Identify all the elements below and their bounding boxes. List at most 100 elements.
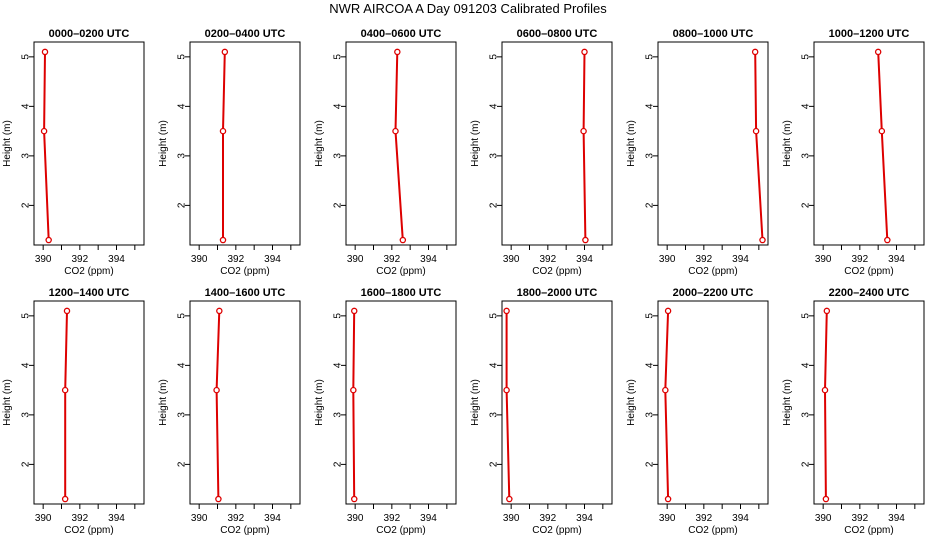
y-tick-label: 5 [801, 54, 812, 60]
profile-point [580, 127, 587, 135]
profile-point [392, 127, 399, 135]
y-tick-label: 5 [333, 54, 344, 60]
x-axis-label: CO2 (ppm) [844, 266, 893, 277]
x-tick-label: 394 [888, 513, 905, 524]
x-tick-label: 392 [383, 254, 400, 265]
y-tick-label: 5 [177, 313, 188, 319]
y-axis-label: Height (m) [314, 120, 325, 167]
x-tick-label: 394 [888, 254, 905, 265]
profile-point [822, 495, 830, 503]
y-axis-label: Height (m) [158, 379, 169, 426]
y-tick-label: 4 [21, 362, 32, 368]
plot-frame [345, 300, 457, 505]
y-tick-label: 5 [645, 54, 656, 60]
profile-point [213, 386, 220, 394]
plot-frame [345, 41, 457, 246]
x-tick-label: 394 [420, 513, 437, 524]
panel-title: 1000–1200 UTC [829, 28, 910, 40]
profile-point [751, 48, 759, 56]
y-axis-label: Height (m) [782, 120, 793, 167]
x-axis-label: CO2 (ppm) [64, 525, 113, 536]
x-axis-label: CO2 (ppm) [220, 266, 269, 277]
y-tick-label: 5 [21, 313, 32, 319]
profile-point [884, 236, 891, 244]
x-tick-label: 394 [576, 254, 593, 265]
x-tick-label: 394 [576, 513, 593, 524]
plot-frame [501, 41, 613, 246]
x-tick-label: 394 [732, 254, 749, 265]
y-tick-label: 2 [801, 202, 812, 208]
y-tick-label: 2 [21, 461, 32, 467]
profile-line [64, 310, 68, 499]
profile-line [505, 310, 511, 500]
x-tick-label: 392 [227, 254, 244, 265]
y-tick-label: 2 [645, 461, 656, 467]
plot-frame [657, 300, 769, 505]
y-tick-label: 4 [177, 103, 188, 109]
y-tick-label: 5 [489, 54, 500, 60]
x-tick-label: 390 [191, 254, 208, 265]
panel-title: 0200–0400 UTC [205, 28, 286, 40]
x-axis-label: CO2 (ppm) [688, 266, 737, 277]
profile-line [394, 51, 404, 241]
y-tick-label: 3 [21, 153, 32, 159]
x-tick-label: 390 [659, 254, 676, 265]
plot-frame [189, 300, 301, 505]
x-tick-label: 392 [851, 254, 868, 265]
profile-point [664, 495, 672, 503]
y-tick-label: 4 [333, 103, 344, 109]
y-tick-label: 2 [645, 202, 656, 208]
x-axis-label: CO2 (ppm) [64, 266, 113, 277]
y-tick-label: 2 [801, 461, 812, 467]
x-tick-label: 394 [108, 513, 125, 524]
x-tick-label: 394 [108, 254, 125, 265]
figure-title: NWR AIRCOA A Day 091203 Calibrated Profi… [329, 1, 607, 16]
x-tick-label: 390 [347, 513, 364, 524]
plot-frame [813, 41, 925, 246]
plot-frame [657, 41, 769, 246]
panel-title: 1800–2000 UTC [517, 287, 598, 299]
x-axis-label: CO2 (ppm) [376, 525, 425, 536]
profile-point [219, 127, 227, 135]
x-tick-label: 390 [191, 513, 208, 524]
profile-line [352, 310, 356, 500]
y-tick-label: 4 [801, 103, 812, 109]
y-tick-label: 4 [645, 103, 656, 109]
x-tick-label: 390 [659, 513, 676, 524]
x-tick-label: 394 [420, 254, 437, 265]
x-tick-label: 390 [35, 254, 52, 265]
profile-point [41, 48, 49, 56]
profile-point [399, 236, 407, 244]
profile-point [350, 386, 357, 394]
x-tick-label: 392 [695, 513, 712, 524]
x-axis-label: CO2 (ppm) [844, 525, 893, 536]
y-tick-label: 5 [489, 313, 500, 319]
x-tick-label: 392 [695, 254, 712, 265]
y-tick-label: 3 [177, 153, 188, 159]
profile-line [877, 51, 889, 241]
y-tick-label: 4 [177, 362, 188, 368]
panel-title: 1600–1800 UTC [361, 287, 442, 299]
y-tick-label: 5 [177, 54, 188, 60]
y-tick-label: 2 [177, 461, 188, 467]
profile-point [821, 386, 829, 394]
y-tick-label: 3 [489, 153, 500, 159]
y-tick-label: 3 [801, 153, 812, 159]
panel-title: 0400–0600 UTC [361, 28, 442, 40]
profile-point [662, 386, 669, 394]
x-tick-label: 392 [539, 513, 556, 524]
profile-point [45, 236, 52, 244]
profile-point [581, 48, 588, 56]
y-axis-label: Height (m) [2, 120, 13, 167]
x-tick-label: 390 [503, 254, 520, 265]
panel-title: 1400–1600 UTC [205, 287, 286, 299]
profile-point [874, 48, 882, 56]
